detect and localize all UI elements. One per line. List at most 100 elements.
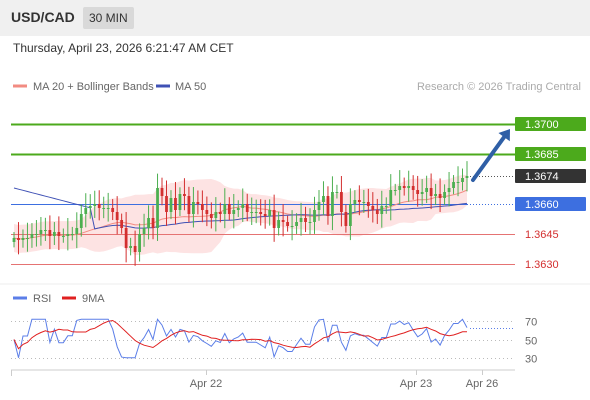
candle [434,183,437,206]
rsi-tick-label: 30 [525,354,537,366]
projection-arrow-head [498,129,510,142]
ma20-legend-label: MA 20 + Bollinger Bands [33,81,154,93]
candle [133,230,137,266]
x-tick-label: Apr 22 [190,378,222,390]
candle [299,202,303,236]
rsi-tick-label: 50 [525,336,537,348]
candle [223,188,227,229]
candle [209,202,213,229]
candle [124,212,128,263]
candle [263,199,267,229]
candle [200,190,204,223]
candle [398,170,402,205]
candle [389,174,393,221]
candle [57,216,61,251]
candle [277,211,281,236]
candle [227,197,231,221]
candle [254,199,258,224]
candle [187,186,191,223]
candle [259,199,263,226]
support-label: 1.3645 [525,229,559,241]
candle [357,185,361,216]
rsi-legend-label: RSI [33,293,51,305]
projection-arrow-shaft [471,135,507,182]
candle [452,175,455,195]
candle [335,184,339,199]
candle [205,196,209,227]
candle [281,204,285,237]
research-credit: Research © 2026 Trading Central [417,81,581,93]
x-tick-label: Apr 23 [400,378,432,390]
ma20-legend-swatch [13,84,27,88]
ma20-line [13,189,468,240]
candle [214,197,218,232]
candle [447,172,451,207]
candle [48,215,52,250]
ma50-legend-swatch [156,84,170,88]
candle [290,210,294,241]
candle [438,178,442,213]
rsi-line [13,318,468,359]
candle [160,177,164,206]
candle [366,188,370,218]
candle [79,204,83,237]
ma50-legend-label: MA 50 [175,81,206,93]
candle [461,168,464,191]
candle [425,175,429,204]
rsi-tick-label: 70 [525,317,537,329]
candle [120,213,124,234]
candle [371,192,375,223]
resistance-label-box [515,117,586,131]
candle [317,190,321,221]
candle [344,204,348,233]
candle [35,220,38,247]
candles-layer [12,161,469,266]
candle [147,205,150,240]
rsi-pane: 70 50 30 [11,317,537,366]
candle [272,194,276,242]
candle [21,229,25,248]
timeframe-button[interactable]: 30 MIN [83,7,134,29]
candle [12,232,16,248]
candle [241,188,245,222]
candle [236,200,240,217]
candle [380,190,384,228]
timestamp: Thursday, April 23, 2026 6:21:47 AM CET [13,41,234,55]
candle [456,166,460,197]
candle [84,193,88,228]
candle [402,177,406,196]
pivot-label: 1.3660 [525,199,559,211]
candle [420,179,424,206]
candle [353,190,357,213]
candle [245,193,249,222]
resistance-label: 1.3685 [525,149,559,161]
candle [174,182,177,225]
candle [304,206,307,233]
x-tick-label: Apr 26 [466,378,498,390]
last-price-label: 1.3674 [525,171,559,183]
candle [407,170,411,202]
candle [411,175,415,200]
candle [183,178,186,211]
candle [465,161,469,192]
candle [178,187,182,217]
last-price-label-box [515,169,586,183]
candle [61,228,65,243]
candle [75,212,79,249]
projection-layer [471,129,510,182]
candle [138,223,141,262]
resistance-label-box [515,147,586,161]
candle [115,196,119,235]
x-axis-labels: Apr 22 Apr 23 Apr 26 [190,370,498,390]
candle [111,199,115,221]
candle [313,196,316,234]
candle [142,213,146,247]
candle [151,205,155,240]
candle [17,222,20,255]
candle [106,192,110,222]
candle [326,186,330,225]
candle [192,187,195,228]
candle [196,190,200,215]
candle [26,222,29,252]
candle [97,190,101,221]
